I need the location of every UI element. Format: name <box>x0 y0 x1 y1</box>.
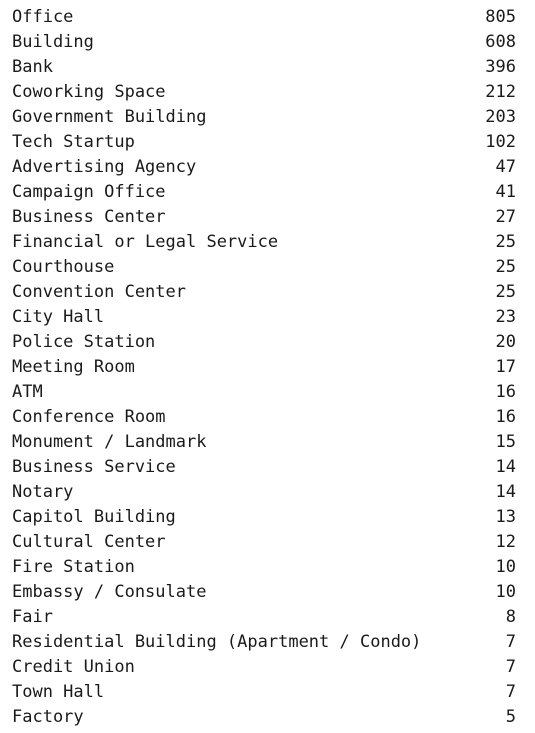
category-name: Courthouse <box>12 257 115 277</box>
list-item: Coworking Space 212 <box>0 80 535 105</box>
list-item: Campaign Office 41 <box>0 180 535 205</box>
list-item: Bank 396 <box>0 55 535 80</box>
list-item: Business Service 14 <box>0 455 535 480</box>
category-count: 25 <box>495 282 516 302</box>
category-count: 10 <box>495 582 516 602</box>
category-count: 47 <box>495 157 516 177</box>
list-item: Capitol Building 13 <box>0 505 535 530</box>
category-name: Bank <box>12 57 53 77</box>
list-item: Notary 14 <box>0 480 535 505</box>
category-name: Cultural Center <box>12 532 166 552</box>
category-count: 15 <box>495 432 516 452</box>
category-name: Residential Building (Apartment / Condo) <box>12 632 422 652</box>
category-name: Fair <box>12 607 53 627</box>
category-count: 14 <box>495 482 516 502</box>
list-item: Financial or Legal Service 25 <box>0 230 535 255</box>
list-item: Advertising Agency 47 <box>0 155 535 180</box>
category-name: Financial or Legal Service <box>12 232 279 252</box>
list-item: Factory 5 <box>0 705 535 730</box>
list-item: Meeting Room 17 <box>0 355 535 380</box>
category-count: 25 <box>495 232 516 252</box>
list-item: Building 608 <box>0 30 535 55</box>
category-count: 25 <box>495 257 516 277</box>
category-name: Factory <box>12 707 84 727</box>
category-name: Campaign Office <box>12 182 166 202</box>
list-item: Cultural Center 12 <box>0 530 535 555</box>
list-item: Residential Building (Apartment / Condo)… <box>0 630 535 655</box>
list-item: ATM 16 <box>0 380 535 405</box>
category-count: 13 <box>495 507 516 527</box>
category-count: 17 <box>495 357 516 377</box>
category-name: Office <box>12 7 74 27</box>
category-count: 20 <box>495 332 516 352</box>
category-count: 396 <box>485 57 516 77</box>
category-count: 805 <box>485 7 516 27</box>
category-count: 14 <box>495 457 516 477</box>
category-count: 16 <box>495 382 516 402</box>
category-name: Advertising Agency <box>12 157 197 177</box>
category-count: 10 <box>495 557 516 577</box>
category-name: Capitol Building <box>12 507 176 527</box>
category-name: Conference Room <box>12 407 166 427</box>
category-count: 27 <box>495 207 516 227</box>
category-count: 7 <box>505 682 516 702</box>
category-count: 7 <box>505 632 516 652</box>
list-item: Government Building 203 <box>0 105 535 130</box>
category-count: 608 <box>485 32 516 52</box>
category-count: 41 <box>495 182 516 202</box>
category-name: Police Station <box>12 332 156 352</box>
list-item: Tech Startup 102 <box>0 130 535 155</box>
list-item: Courthouse 25 <box>0 255 535 280</box>
list-item: Convention Center 25 <box>0 280 535 305</box>
category-name: Convention Center <box>12 282 186 302</box>
category-name: Meeting Room <box>12 357 135 377</box>
list-item: Fair 8 <box>0 605 535 630</box>
category-name: Town Hall <box>12 682 105 702</box>
category-name: Government Building <box>12 107 207 127</box>
category-name: Notary <box>12 482 74 502</box>
list-item: Embassy / Consulate 10 <box>0 580 535 605</box>
category-name: City Hall <box>12 307 105 327</box>
list-item: Conference Room 16 <box>0 405 535 430</box>
list-item: City Hall 23 <box>0 305 535 330</box>
category-name: Tech Startup <box>12 132 135 152</box>
category-count: 102 <box>485 132 516 152</box>
category-count: 5 <box>505 707 516 727</box>
list-item: Town Hall 7 <box>0 680 535 705</box>
category-count: 12 <box>495 532 516 552</box>
category-count: 16 <box>495 407 516 427</box>
category-name: Monument / Landmark <box>12 432 207 452</box>
list-item: Fire Station 10 <box>0 555 535 580</box>
list-item: Police Station 20 <box>0 330 535 355</box>
venue-count-list: Office 805 Building 608 Bank 396 Coworking … <box>0 5 535 730</box>
category-name: Embassy / Consulate <box>12 582 207 602</box>
list-item: Office 805 <box>0 5 535 30</box>
category-count: 203 <box>485 107 516 127</box>
category-count: 7 <box>505 657 516 677</box>
category-count: 23 <box>495 307 516 327</box>
category-name: Business Service <box>12 457 176 477</box>
category-count: 8 <box>505 607 516 627</box>
category-name: Fire Station <box>12 557 135 577</box>
category-name: ATM <box>12 382 43 402</box>
category-name: Business Center <box>12 207 166 227</box>
category-name: Building <box>12 32 94 52</box>
list-item: Monument / Landmark 15 <box>0 430 535 455</box>
category-name: Coworking Space <box>12 82 166 102</box>
list-item: Credit Union 7 <box>0 655 535 680</box>
list-item: Business Center 27 <box>0 205 535 230</box>
category-count: 212 <box>485 82 516 102</box>
category-name: Credit Union <box>12 657 135 677</box>
